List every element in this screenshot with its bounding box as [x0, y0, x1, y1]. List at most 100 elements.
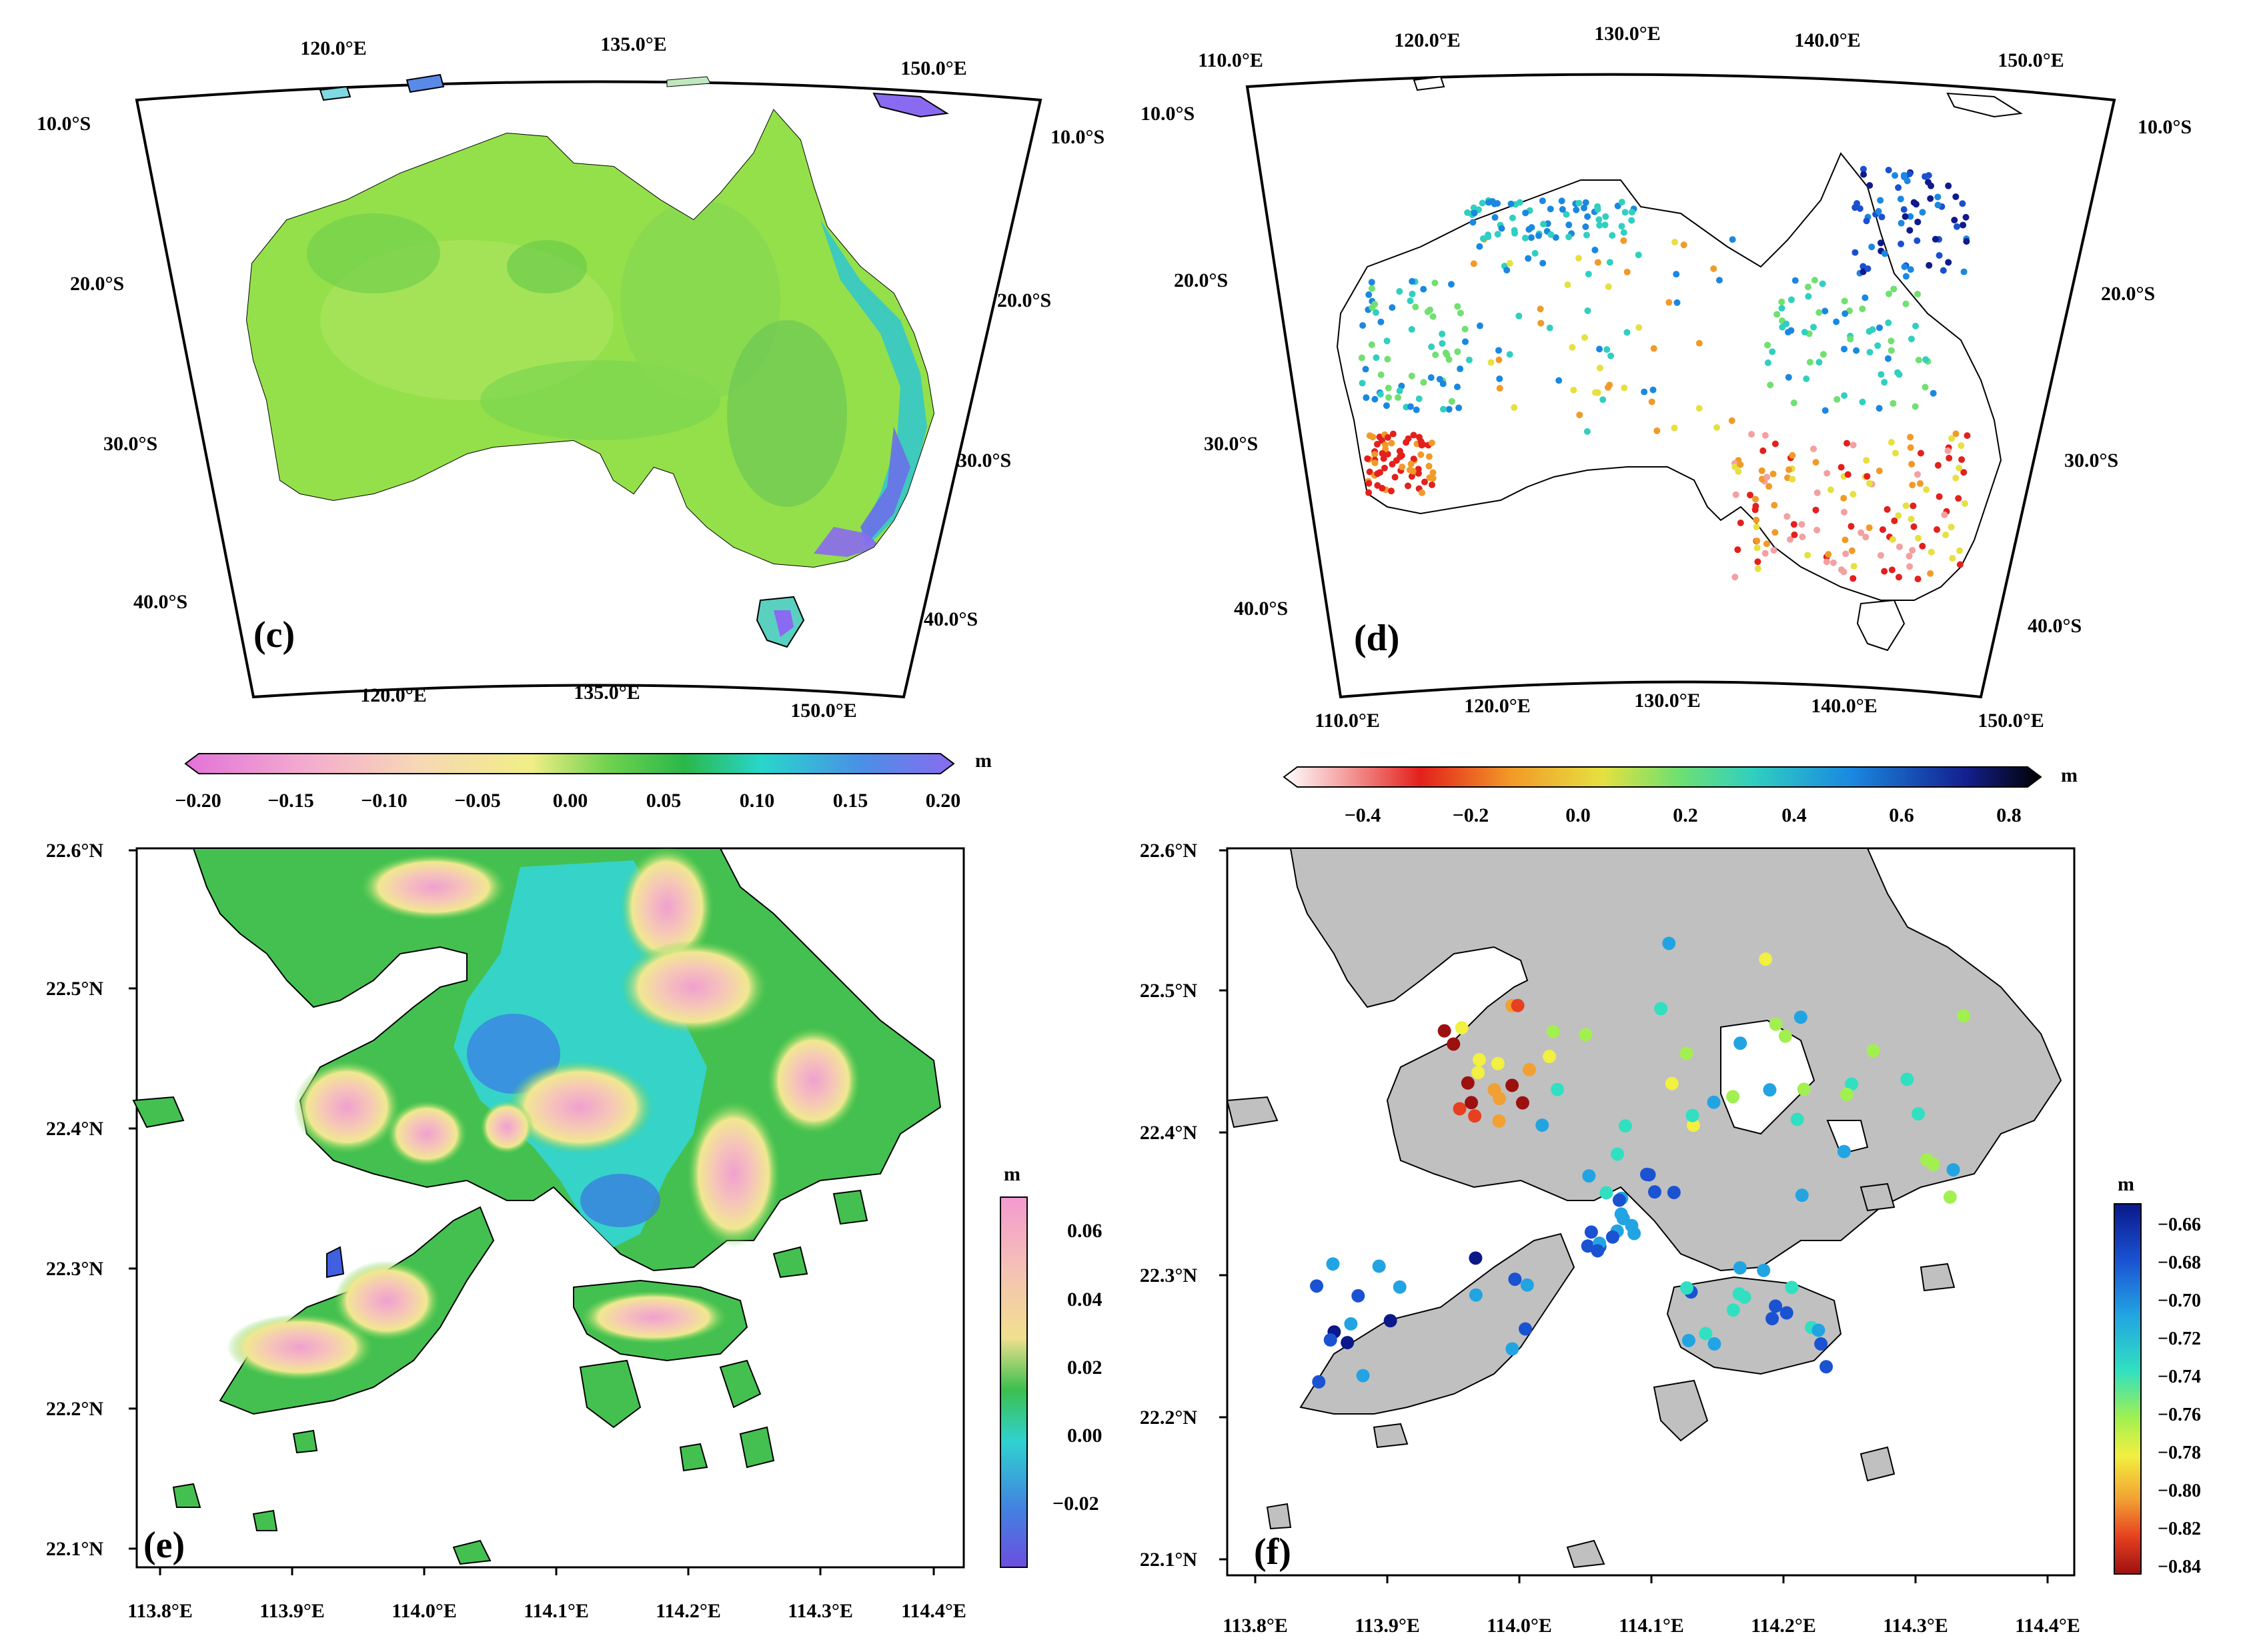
panel-d-station-dot	[1583, 231, 1590, 239]
panel-d-lon-top-3: 130.0°E	[1594, 23, 1661, 45]
panel-d-station-dot	[1869, 326, 1876, 333]
panel-d-station-dot	[1876, 405, 1883, 412]
panel-d-station-dot	[1952, 474, 1960, 482]
panel-d-station-dot	[1407, 460, 1415, 468]
panel-d-station-dot	[1803, 375, 1810, 382]
panel-d-station-dot	[1439, 330, 1446, 337]
panel-d-station-dot	[1547, 205, 1554, 213]
panel-d-station-dot	[1908, 460, 1916, 468]
panel-d-station-dot	[1389, 304, 1396, 311]
panel-d-station-dot	[1878, 213, 1886, 221]
panel-f-letter: (f)	[1254, 1531, 1291, 1573]
panel-d-station-dot	[1765, 483, 1773, 490]
panel-f-station-dot	[1699, 1327, 1713, 1341]
panel-d-station-dot	[1889, 536, 1896, 543]
panel-d-station-dot	[1418, 489, 1425, 496]
panel-d-station-dot	[1439, 339, 1446, 347]
panel-d-station-dot	[1789, 452, 1796, 459]
panel-d-station-dot	[1849, 442, 1857, 449]
panel-d-station-dot	[1621, 209, 1629, 216]
panel-f-station-dot	[1472, 1052, 1486, 1066]
panel-d-station-dot	[1405, 435, 1412, 442]
panel-d-station-dot	[1856, 205, 1863, 212]
panel-d-station-dot	[1764, 359, 1771, 366]
panel-d-station-dot	[1960, 469, 1968, 476]
panel-f-station-dot	[1681, 1333, 1695, 1347]
panel-d-station-dot	[1894, 369, 1902, 376]
panel-d-station-dot	[1868, 243, 1876, 251]
panel-d-station-dot	[1790, 521, 1797, 528]
panel-d-lat-right-4: 40.0°S	[2028, 615, 2082, 637]
panel-d-station-dot	[1359, 379, 1366, 387]
panel-f-lat-4: 22.3°N	[1140, 1265, 1197, 1287]
panel-d-station-dot	[1804, 552, 1811, 559]
panel-d-tick-2: −0.2	[1453, 804, 1489, 826]
panel-d-station-dot	[1408, 325, 1415, 333]
panel-d-station-dot	[1902, 300, 1910, 307]
panel-f-station-dot	[1845, 1077, 1859, 1091]
panel-d-station-dot	[1377, 391, 1384, 398]
panel-d-station-dot	[1583, 428, 1591, 435]
panel-d-station-dot	[1945, 259, 1952, 266]
panel-d-station-dot	[1359, 321, 1367, 329]
panel-d-station-dot	[1753, 544, 1761, 552]
panel-d-station-dot	[1410, 456, 1417, 463]
panel-d-station-dot	[1819, 280, 1826, 287]
panel-d-tick-6: 0.6	[1889, 804, 1914, 826]
panel-d-station-dot	[1809, 446, 1817, 453]
panel-d-station-dot	[1383, 402, 1390, 409]
panel-d-station-dot	[1884, 355, 1892, 362]
panel-f-station-dot	[1437, 1024, 1451, 1038]
panel-d-station-dot	[1910, 502, 1917, 510]
panel-d-station-dot	[1840, 508, 1847, 516]
panel-d-lon-top-2: 120.0°E	[1394, 29, 1461, 51]
panel-d-station-dot	[1876, 467, 1883, 474]
panel-d-station-dot	[1945, 182, 1952, 189]
panel-d-station-dot	[1914, 237, 1921, 244]
panel-f-station-dot	[1471, 1066, 1485, 1080]
panel-f-station-dot	[1662, 936, 1676, 950]
panel-d-station-dot	[1857, 529, 1865, 536]
panel-d-station-dot	[1539, 197, 1546, 205]
panel-d-station-dot	[1671, 239, 1679, 246]
panel-d-station-dot	[1787, 327, 1795, 334]
panel-d-lat-left-3: 30.0°S	[1204, 433, 1258, 455]
panel-d-station-dot	[1841, 310, 1849, 317]
panel-d-station-dot	[1761, 432, 1769, 439]
panel-d-station-dot	[1761, 550, 1769, 557]
panel-d-station-dot	[1494, 231, 1501, 238]
panel-e-labels: 22.6°N 22.5°N 22.4°N 22.3°N 22.2°N 22.1°…	[46, 840, 966, 1622]
panel-c-lon-top-3: 150.0°E	[900, 57, 967, 79]
panel-d-station-dot	[1648, 398, 1655, 405]
panel-d-station-dot	[1425, 462, 1433, 470]
panel-d-station-dot	[1787, 536, 1794, 543]
panel-d-station-dot	[1362, 365, 1369, 373]
panel-d-station-dot	[1734, 546, 1741, 554]
panel-d-station-dot	[1584, 213, 1591, 220]
panel-f-tick-5: −0.74	[2158, 1367, 2201, 1387]
panel-d-station-dot	[1841, 345, 1848, 353]
panel-d-station-dot	[1934, 201, 1942, 209]
panel-f-lon-6: 114.3°E	[1883, 1615, 1948, 1637]
panel-d-station-dot	[1410, 432, 1417, 439]
panel-d-station-dot	[1457, 309, 1464, 317]
panel-f-station-dot	[1733, 1036, 1747, 1050]
panel-d-station-dot	[1909, 547, 1916, 554]
panel-f-station-dot	[1582, 1169, 1596, 1183]
panel-d-station-dot	[1417, 438, 1425, 445]
panel-d-station-dot	[1865, 480, 1873, 487]
panel-d-station-dot	[1607, 352, 1615, 359]
panel-f-lon-7: 114.4°E	[2015, 1615, 2080, 1637]
panel-d-station-dot	[1833, 395, 1841, 403]
panel-d-station-dot	[1426, 306, 1433, 313]
panel-d-station-dot	[1368, 279, 1375, 286]
panel-f-station-dot	[1819, 1360, 1833, 1374]
panel-d-station-dot	[1379, 450, 1386, 457]
panel-d-station-dot	[1521, 234, 1529, 241]
panel-d-station-dot	[1415, 395, 1423, 402]
panel-f-station-dot	[1667, 1185, 1681, 1199]
panel-d-station-dot	[1787, 296, 1795, 303]
panel-d-station-dot	[1373, 441, 1381, 448]
panel-f-station-dot	[1686, 1118, 1700, 1132]
panel-d-station-dot	[1851, 204, 1859, 211]
